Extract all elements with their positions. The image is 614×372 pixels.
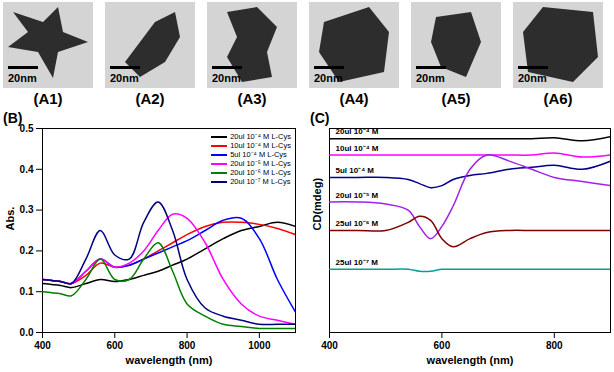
svg-text:10ul 10⁻⁴ M: 10ul 10⁻⁴ M [336,144,379,153]
svg-text:20nm: 20nm [8,72,37,84]
svg-text:CD(mdeg): CD(mdeg) [311,178,323,231]
svg-text:0.4: 0.4 [20,164,34,175]
svg-text:400: 400 [34,340,51,351]
html-text:(B): (B) [3,110,23,126]
html-text:(A6): (A6) [543,90,573,107]
svg-text:0.3: 0.3 [20,204,34,215]
svg-text:Abs.: Abs. [4,207,16,231]
svg-text:1000: 1000 [248,340,271,351]
svg-text:20nm: 20nm [416,72,445,84]
svg-text:20ul 10⁻⁴ M: 20ul 10⁻⁴ M [336,127,379,136]
html-text:(A5): (A5) [441,90,471,107]
svg-text:25ul 10⁻⁶ M: 25ul 10⁻⁶ M [336,219,379,228]
html-text:(A3): (A3) [237,90,267,107]
svg-text:400: 400 [321,340,338,351]
svg-text:0.0: 0.0 [20,327,34,338]
svg-text:600: 600 [106,340,123,351]
svg-text:600: 600 [434,340,451,351]
html-text:10ul 10⁻⁴ M L-Cys: 10ul 10⁻⁴ M L-Cys [230,141,291,150]
svg-text:0.2: 0.2 [20,245,34,256]
html-text:5ul 10⁻⁴ M L-Cys: 5ul 10⁻⁴ M L-Cys [230,150,287,159]
html-text:(C): (C) [310,110,330,126]
svg-text:20nm: 20nm [518,72,547,84]
svg-text:800: 800 [179,340,196,351]
svg-text:wavelength (nm): wavelength (nm) [426,354,514,366]
html-text:20ul 10⁻⁷ M L-Cys: 20ul 10⁻⁷ M L-Cys [230,177,291,186]
html-text:20ul 10⁻⁶ M L-Cys: 20ul 10⁻⁶ M L-Cys [230,168,291,177]
svg-text:wavelength (nm): wavelength (nm) [125,354,213,366]
svg-text:0.5: 0.5 [19,122,34,134]
svg-text:0.1: 0.1 [20,286,34,297]
html-text:20ul 10⁻⁵ M L-Cys: 20ul 10⁻⁵ M L-Cys [230,159,291,168]
html-text:(A1): (A1) [33,90,63,107]
svg-text:20nm: 20nm [110,72,139,84]
html-text:(A4): (A4) [339,90,369,107]
svg-text:20nm: 20nm [314,72,343,84]
svg-text:20ul 10⁻⁵ M: 20ul 10⁻⁵ M [336,191,379,200]
html-text:20ul 10⁻⁴ M L-Cys: 20ul 10⁻⁴ M L-Cys [230,132,291,141]
svg-text:20nm: 20nm [212,72,241,84]
svg-text:800: 800 [546,340,563,351]
svg-text:25ul 10⁻⁷ M: 25ul 10⁻⁷ M [336,258,379,267]
html-text:(A2): (A2) [135,90,165,107]
svg-text:5ul 10⁻⁴ M: 5ul 10⁻⁴ M [336,166,375,175]
